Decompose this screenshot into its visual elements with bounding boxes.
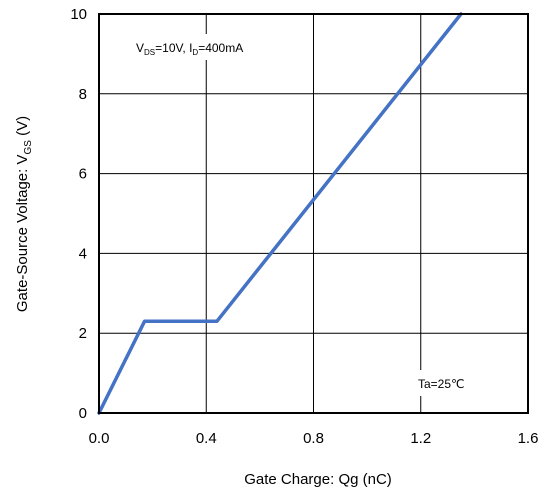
temperature-label-bg	[410, 370, 508, 396]
x-axis-label: Gate Charge: Qg (nC)	[244, 471, 392, 488]
y-tick-label: 0	[79, 405, 87, 422]
y-tick-label: 6	[79, 166, 87, 183]
y-tick-labels: 0 2 4 6 8 10	[70, 6, 87, 422]
x-tick-label: 1.2	[410, 430, 431, 447]
x-tick-label: 0.4	[196, 430, 217, 447]
x-tick-label: 1.6	[518, 430, 539, 447]
temperature-label: Ta=25℃	[418, 377, 465, 391]
x-tick-labels: 0.0 0.4 0.8 1.2 1.6	[89, 430, 539, 447]
y-tick-label: 4	[79, 245, 87, 262]
y-tick-label: 8	[79, 86, 87, 103]
condition-label-bg	[122, 34, 292, 60]
y-axis-label: Gate-Source Voltage: VGS (V)	[14, 116, 34, 312]
x-tick-label: 0.8	[303, 430, 324, 447]
x-tick-label: 0.0	[89, 430, 110, 447]
series-line	[97, 12, 463, 415]
plot-frame	[98, 13, 529, 414]
condition-label: VDS=10V, ID=400mA	[136, 41, 243, 57]
y-tick-label: 10	[70, 6, 87, 23]
grid-lines	[99, 14, 528, 413]
y-tick-label: 2	[79, 325, 87, 342]
